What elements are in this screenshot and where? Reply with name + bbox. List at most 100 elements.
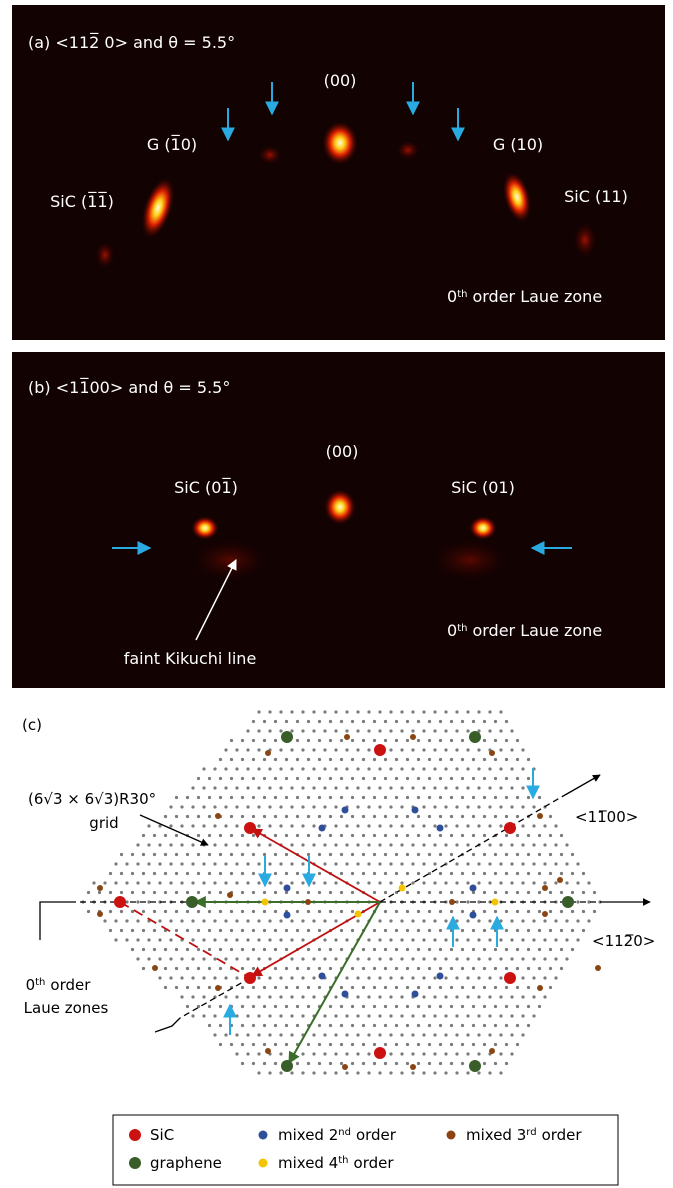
grid-dot <box>477 938 480 941</box>
grid-dot <box>378 881 381 884</box>
grid-dot <box>450 853 453 856</box>
grid-dot <box>340 1005 343 1008</box>
grid-dot <box>428 739 431 742</box>
grid-dot <box>202 824 205 827</box>
grid-dot <box>422 919 425 922</box>
grid-dot <box>208 910 211 913</box>
grid-dot <box>395 720 398 723</box>
grid-dot <box>417 872 420 875</box>
grid-dot <box>417 1043 420 1046</box>
grid-dot <box>450 815 453 818</box>
grid-dot <box>499 748 502 751</box>
grid-dot <box>307 1005 310 1008</box>
grid-dot <box>549 853 552 856</box>
grid-dot <box>505 834 508 837</box>
grid-dot <box>532 995 535 998</box>
grid-dot <box>532 824 535 827</box>
spot <box>319 973 326 980</box>
grid-dot <box>246 729 249 732</box>
grid-dot <box>318 739 321 742</box>
grid-dot <box>362 872 365 875</box>
grid-dot <box>472 834 475 837</box>
grid-dot <box>246 1014 249 1017</box>
grid-dot <box>296 739 299 742</box>
grid-dot <box>532 843 535 846</box>
grid-dot <box>136 881 139 884</box>
grid-dot <box>274 1024 277 1027</box>
grid-dot <box>384 891 387 894</box>
grid-dot <box>345 862 348 865</box>
grid-dot <box>224 767 227 770</box>
grid-dot <box>488 995 491 998</box>
grid-dot <box>488 862 491 865</box>
grid-dot <box>422 1033 425 1036</box>
grid-dot <box>252 758 255 761</box>
grid-dot <box>125 862 128 865</box>
grid-dot <box>466 1052 469 1055</box>
grid-dot <box>560 967 563 970</box>
grid-dot <box>312 805 315 808</box>
grid-dot <box>488 824 491 827</box>
grid-dot <box>307 739 310 742</box>
grid-dot <box>422 729 425 732</box>
grid-dot <box>384 796 387 799</box>
grid-dot <box>538 929 541 932</box>
grid-dot <box>230 815 233 818</box>
grid-dot <box>477 1052 480 1055</box>
grid-dot <box>516 758 519 761</box>
grid-dot <box>554 938 557 941</box>
grid-dot <box>290 881 293 884</box>
grid-dot <box>175 872 178 875</box>
grid-dot <box>268 843 271 846</box>
grid-dot <box>142 929 145 932</box>
grid-dot <box>565 957 568 960</box>
grid-dot <box>290 1071 293 1074</box>
grid-dot <box>131 948 134 951</box>
grid-dot <box>257 995 260 998</box>
grid-dot <box>516 853 519 856</box>
grid-dot <box>274 948 277 951</box>
grid-dot <box>334 1033 337 1036</box>
grid-dot <box>323 805 326 808</box>
grid-dot <box>527 777 530 780</box>
grid-dot <box>197 834 200 837</box>
grid-dot <box>252 929 255 932</box>
grid-dot <box>241 1062 244 1065</box>
grid-dot <box>285 777 288 780</box>
grid-dot <box>461 758 464 761</box>
grid-dot <box>444 805 447 808</box>
grid-dot <box>477 1071 480 1074</box>
grid-dot <box>334 824 337 827</box>
grid-dot <box>549 910 552 913</box>
grid-dot <box>505 853 508 856</box>
grid-dot <box>505 967 508 970</box>
grid-dot <box>257 824 260 827</box>
grid-dot <box>428 967 431 970</box>
grid-dot <box>263 910 266 913</box>
grid-dot <box>191 843 194 846</box>
grid-dot <box>406 815 409 818</box>
grid-dot <box>400 881 403 884</box>
t: 0 <box>447 287 457 306</box>
grid-dot <box>433 748 436 751</box>
grid-dot <box>483 815 486 818</box>
grid-dot <box>373 967 376 970</box>
grid-dot <box>285 834 288 837</box>
spot <box>215 813 221 819</box>
grid-dot <box>527 910 530 913</box>
grid-dot <box>554 957 557 960</box>
grid-dot <box>356 748 359 751</box>
grid-dot <box>202 1014 205 1017</box>
grid-dot <box>422 748 425 751</box>
grid-dot <box>186 910 189 913</box>
grid-dot <box>285 1024 288 1027</box>
grid-dot <box>279 862 282 865</box>
grid-dot <box>373 891 376 894</box>
grid-dot <box>285 948 288 951</box>
grid-dot <box>213 957 216 960</box>
grid-dot <box>263 796 266 799</box>
grid-dot <box>274 758 277 761</box>
grid-dot <box>461 834 464 837</box>
reciprocal-grid <box>81 710 601 1074</box>
grid-dot <box>483 1062 486 1065</box>
